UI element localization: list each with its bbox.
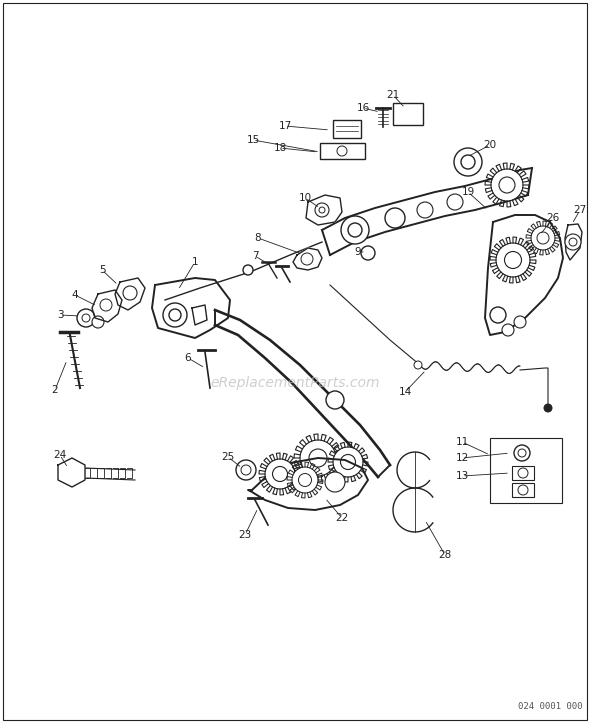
Text: 21: 21 xyxy=(386,90,399,100)
Circle shape xyxy=(496,243,530,277)
Text: 2: 2 xyxy=(52,385,58,395)
Text: 17: 17 xyxy=(278,121,291,131)
Circle shape xyxy=(315,203,329,217)
Text: 13: 13 xyxy=(455,471,468,481)
Circle shape xyxy=(537,232,549,244)
Circle shape xyxy=(325,472,345,492)
Circle shape xyxy=(569,238,577,246)
Polygon shape xyxy=(565,224,582,260)
Text: 12: 12 xyxy=(455,453,468,463)
Circle shape xyxy=(241,465,251,475)
Circle shape xyxy=(502,324,514,336)
Circle shape xyxy=(340,455,356,469)
Polygon shape xyxy=(485,215,563,335)
Text: 19: 19 xyxy=(461,187,474,197)
Text: 25: 25 xyxy=(221,452,235,462)
Circle shape xyxy=(163,303,187,327)
Text: 10: 10 xyxy=(299,193,312,203)
Circle shape xyxy=(417,202,433,218)
Circle shape xyxy=(326,391,344,409)
Text: 20: 20 xyxy=(483,140,497,150)
Polygon shape xyxy=(248,458,368,510)
Circle shape xyxy=(504,252,522,268)
Circle shape xyxy=(518,468,528,478)
Circle shape xyxy=(100,299,112,311)
Polygon shape xyxy=(306,195,342,225)
Text: 1: 1 xyxy=(192,257,198,267)
Circle shape xyxy=(292,467,318,493)
Circle shape xyxy=(82,314,90,322)
Text: 22: 22 xyxy=(335,513,349,523)
Circle shape xyxy=(447,194,463,210)
Text: 5: 5 xyxy=(99,265,105,275)
Circle shape xyxy=(454,148,482,176)
Text: 4: 4 xyxy=(72,290,78,300)
Text: 16: 16 xyxy=(356,103,369,113)
Text: 8: 8 xyxy=(255,233,261,243)
Text: 11: 11 xyxy=(455,437,468,447)
Bar xyxy=(393,103,423,125)
Circle shape xyxy=(92,316,104,328)
Text: 27: 27 xyxy=(573,205,586,215)
Circle shape xyxy=(341,216,369,244)
Bar xyxy=(333,120,361,138)
Circle shape xyxy=(243,265,253,275)
Text: 6: 6 xyxy=(185,353,191,363)
Circle shape xyxy=(300,440,336,476)
Circle shape xyxy=(273,466,287,482)
Circle shape xyxy=(333,447,363,477)
Circle shape xyxy=(265,459,295,489)
Bar xyxy=(512,483,534,497)
Text: 024 0001 000: 024 0001 000 xyxy=(517,702,582,711)
Text: 9: 9 xyxy=(355,247,361,257)
Polygon shape xyxy=(92,290,122,322)
Circle shape xyxy=(236,460,256,480)
Circle shape xyxy=(491,169,523,201)
Circle shape xyxy=(348,223,362,237)
Circle shape xyxy=(514,445,530,461)
Circle shape xyxy=(385,208,405,228)
Polygon shape xyxy=(115,278,145,310)
Circle shape xyxy=(123,286,137,300)
Bar xyxy=(320,143,365,159)
Polygon shape xyxy=(152,278,230,338)
Bar xyxy=(490,438,562,503)
Text: 26: 26 xyxy=(546,213,560,223)
Text: 28: 28 xyxy=(438,550,451,560)
Bar xyxy=(512,466,534,480)
Circle shape xyxy=(299,474,312,487)
Circle shape xyxy=(499,177,515,193)
Circle shape xyxy=(361,246,375,260)
Circle shape xyxy=(169,309,181,321)
Circle shape xyxy=(337,146,347,156)
Circle shape xyxy=(490,307,506,323)
Circle shape xyxy=(518,485,528,495)
Text: 18: 18 xyxy=(273,143,287,153)
Circle shape xyxy=(319,207,325,213)
Circle shape xyxy=(531,226,555,250)
Circle shape xyxy=(514,316,526,328)
Polygon shape xyxy=(58,458,85,487)
Text: 24: 24 xyxy=(53,450,67,460)
Circle shape xyxy=(518,449,526,457)
Text: 15: 15 xyxy=(247,135,260,145)
Circle shape xyxy=(414,361,422,369)
Polygon shape xyxy=(293,248,322,270)
Text: 7: 7 xyxy=(252,251,258,261)
Text: 23: 23 xyxy=(238,530,251,540)
Text: 14: 14 xyxy=(398,387,412,397)
Circle shape xyxy=(301,253,313,265)
Circle shape xyxy=(309,449,327,467)
Circle shape xyxy=(461,155,475,169)
Text: 3: 3 xyxy=(57,310,63,320)
Circle shape xyxy=(544,404,552,412)
Circle shape xyxy=(565,234,581,250)
Text: eReplacementParts.com: eReplacementParts.com xyxy=(210,376,380,390)
Circle shape xyxy=(77,309,95,327)
